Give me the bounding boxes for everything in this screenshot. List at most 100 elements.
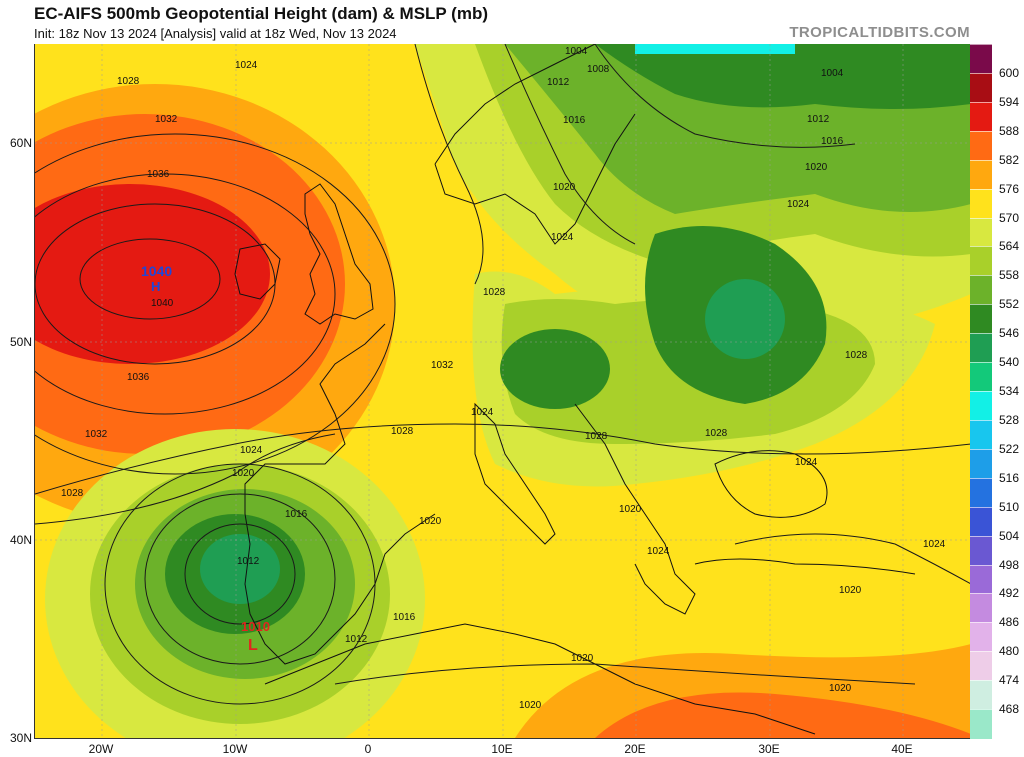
colorbar-step [970,130,992,161]
colorbar-step [970,72,992,103]
lon-label-10e: 10E [491,742,513,756]
colorbar-label: 552 [998,297,1020,312]
colorbar-step [970,593,992,624]
isobar-label: 1024 [647,546,670,557]
lat-label-40n: 40N [9,533,32,547]
colorbar-step [970,448,992,479]
colorbar-label: 546 [998,326,1020,341]
isobar-label: 1040 [151,298,174,309]
colorbar-step [970,564,992,595]
colorbar-label: 576 [998,181,1020,196]
colorbar-label: 480 [998,644,1020,659]
lon-label-20w: 20W [88,742,114,756]
isobar-label: 1020 [553,182,576,193]
isobar-label: 1024 [471,407,494,418]
isobars [35,44,971,705]
colorbar-label: 588 [998,123,1020,138]
isobar-label: 1024 [235,60,258,71]
low-pressure-value: 1010 [241,619,270,634]
colorbar-legend: 600 594 588 582 576 570 564 558 552 546 540 534 528 5… [970,44,1024,739]
colorbar-step [970,217,992,248]
isobar-label: 1004 [821,68,844,79]
isobar-label: 1012 [237,556,260,567]
colorbar-label: 600 [998,65,1020,80]
isobar-label: 1012 [807,114,830,125]
colorbar-step [970,506,992,537]
isobar-label: 1032 [85,429,108,440]
lat-label-50n: 50N [9,335,32,349]
isobar-label: 1036 [147,169,170,180]
isobar-label: 1028 [585,431,608,442]
isobar-label: 1032 [431,360,454,371]
colorbar-label: 564 [998,239,1020,254]
high-pressure-marker: H [151,279,160,294]
colorbar-step [970,419,992,450]
lon-label-20e: 20E [624,742,646,756]
colorbar-step [970,477,992,508]
colorbar-label: 534 [998,384,1020,398]
colorbar-label: 468 [998,702,1020,717]
colorbar-label: 594 [998,94,1020,109]
isobar-label: 1020 [232,468,255,479]
lat-label-30n: 30N [9,731,32,745]
colorbar-label: 528 [998,412,1020,427]
isobar-label: 1012 [547,77,570,88]
isobar-labels: 1024 1028 1032 1036 1040 1036 1032 1028 … [61,46,946,711]
map-canvas: 1024 1028 1032 1036 1040 1036 1032 1028 … [35,44,971,738]
isobar-label: 1028 [705,428,728,439]
colorbar-step [970,333,992,364]
colorbar-label: 492 [998,586,1020,601]
high-pressure-value: 1040 [141,263,172,279]
isobar-label: 1020 [805,162,828,173]
isobar-label: 1024 [795,457,818,468]
colorbar-step [970,535,992,566]
colorbar-step [970,391,992,421]
isobar-label: 1020 [419,516,442,527]
isobar-label: 1020 [519,700,542,711]
colorbar-step [970,275,992,306]
high-pressure-center: 1040 H [141,263,172,294]
isobar-label: 1028 [483,287,506,298]
chart-title: EC-AIFS 500mb Geopotential Height (dam) … [34,4,488,23]
graticule [35,44,971,738]
isobar-label: 1028 [117,76,140,87]
colorbar-step [970,622,992,653]
colorbar-step [970,188,992,219]
colorbar-label: 510 [998,499,1020,514]
isobar-label: 1004 [565,46,588,57]
isobar-label: 1028 [391,426,414,437]
isobar-label: 1028 [845,350,868,361]
colorbar-label: 570 [998,210,1020,225]
chart-subtitle: Init: 18z Nov 13 2024 [Analysis] valid a… [34,26,397,41]
isobar-label: 1036 [127,372,150,383]
isobar-label: 1020 [839,585,862,596]
isobar-label: 1016 [393,612,416,623]
lat-label-60n: 60N [9,136,32,150]
lon-label-30e: 30E [758,742,780,756]
colorbar-step [970,101,992,132]
colorbar-step [970,44,992,74]
isobar-label: 1016 [285,509,308,520]
isobar-label: 1024 [551,232,574,243]
colorbar-step [970,246,992,277]
colorbar-step [970,680,992,711]
colorbar-label: 540 [998,355,1020,370]
lon-label-40e: 40E [891,742,913,756]
weather-map[interactable]: 1024 1028 1032 1036 1040 1036 1032 1028 … [34,44,971,739]
isobar-label: 1016 [563,115,586,126]
colorbar-label: 558 [998,268,1020,283]
isobar-label: 1024 [923,539,946,550]
colorbar-step [970,304,992,335]
isobar-label: 1028 [61,488,84,499]
colorbar-label: 498 [998,557,1020,572]
isobar-label: 1032 [155,114,178,125]
low-pressure-center: 1010 L [241,619,270,654]
isobar-label: 1016 [821,136,844,147]
isobar-label: 1008 [587,64,610,75]
isobar-label: 1024 [240,445,263,456]
colorbar-step [970,651,992,682]
colorbar-label: 522 [998,441,1020,456]
brand-watermark: TROPICALTIDBITS.COM [789,24,970,41]
isobar-label: 1020 [571,653,594,664]
isobar-label: 1020 [619,504,642,515]
